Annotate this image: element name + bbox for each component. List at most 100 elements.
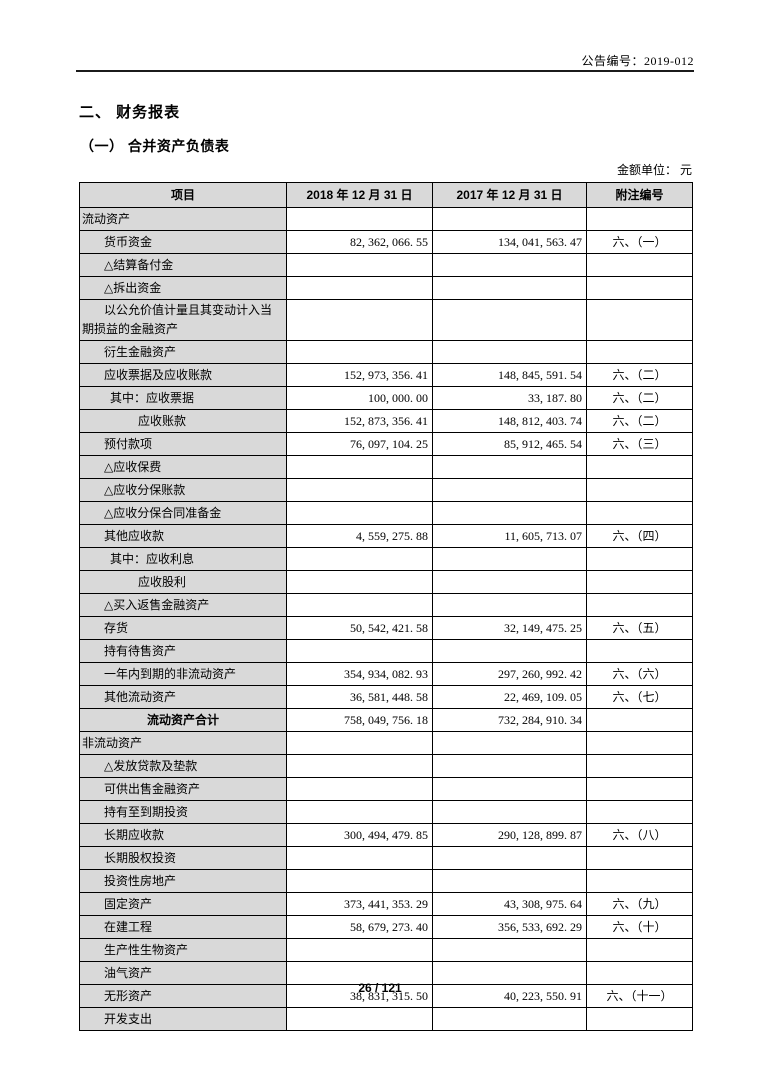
- value-2017-cell: 134, 041, 563. 47: [432, 230, 587, 254]
- table-row: 无形资产 38, 831, 315. 50 40, 223, 550. 91 六、（十…: [79, 984, 693, 1008]
- note-cell: [586, 547, 693, 571]
- value-2018-cell: 152, 973, 356. 41: [286, 363, 433, 387]
- value-2017-cell: [432, 501, 587, 525]
- item-label-cell: 无形资产: [79, 984, 287, 1008]
- note-cell: 六、（三）: [586, 432, 693, 456]
- subsection-title: （一） 合并资产负债表: [80, 138, 230, 154]
- note-cell: [586, 570, 693, 594]
- item-label-cell: △发放贷款及垫款: [79, 754, 287, 778]
- value-2018-cell: [286, 777, 433, 801]
- item-label-cell: 一年内到期的非流动资产: [79, 662, 287, 686]
- value-2017-cell: 148, 812, 403. 74: [432, 409, 587, 433]
- item-label-cell: 持有至到期投资: [79, 800, 287, 824]
- table-row: 可供出售金融资产: [79, 777, 693, 801]
- value-2017-cell: [432, 846, 587, 870]
- section-title: 二、 财务报表: [79, 104, 181, 121]
- value-2018-cell: [286, 800, 433, 824]
- value-2018-cell: [286, 478, 433, 502]
- item-label-cell: △买入返售金融资产: [79, 593, 287, 617]
- value-2018-cell: 50, 542, 421. 58: [286, 616, 433, 640]
- value-2018-cell: 36, 581, 448. 58: [286, 685, 433, 709]
- table-row: 其中：应收票据 100, 000. 00 33, 187. 80 六、（二）: [79, 386, 693, 410]
- note-cell: 六、（二）: [586, 363, 693, 387]
- value-2017-cell: 290, 128, 899. 87: [432, 823, 587, 847]
- note-cell: [586, 869, 693, 893]
- total-row: 流动资产合计 758, 049, 756. 18 732, 284, 910. 34: [79, 708, 693, 732]
- table-row: 油气资产: [79, 961, 693, 985]
- value-2017-cell: 356, 533, 692. 29: [432, 915, 587, 939]
- value-2018-cell: [286, 869, 433, 893]
- value-2018-cell: [286, 731, 433, 755]
- item-label-cell: 持有待售资产: [79, 639, 287, 663]
- note-cell: [586, 731, 693, 755]
- note-cell: [586, 846, 693, 870]
- item-label-cell: △应收保费: [79, 455, 287, 479]
- table-row: 持有待售资产: [79, 639, 693, 663]
- item-label-cell: △应收分保合同准备金: [79, 501, 287, 525]
- table-row: 以公允价值计量且其变动计入当 期损益的金融资产: [79, 299, 693, 341]
- value-2017-cell: [432, 938, 587, 962]
- table-row: △结算备付金: [79, 253, 693, 277]
- note-cell: [586, 253, 693, 277]
- item-label-cell: 存货: [79, 616, 287, 640]
- note-cell: 六、（七）: [586, 685, 693, 709]
- item-label-cell: 在建工程: [79, 915, 287, 939]
- value-2017-cell: [432, 961, 587, 985]
- table-row: 存货 50, 542, 421. 58 32, 149, 475. 25 六、（五）: [79, 616, 693, 640]
- note-cell: [586, 593, 693, 617]
- note-cell: [586, 800, 693, 824]
- announcement-number: 公告编号：2019-012: [581, 54, 694, 68]
- value-2018-cell: [286, 547, 433, 571]
- item-label-cell: 其他应收款: [79, 524, 287, 548]
- item-label-cell: 长期应收款: [79, 823, 287, 847]
- value-2017-cell: [432, 593, 587, 617]
- note-cell: 六、（五）: [586, 616, 693, 640]
- table-row: 持有至到期投资: [79, 800, 693, 824]
- note-cell: 六、（九）: [586, 892, 693, 916]
- value-2017-cell: [432, 570, 587, 594]
- value-2018-cell: [286, 938, 433, 962]
- value-2018-cell: [286, 299, 433, 341]
- note-cell: 六、（六）: [586, 662, 693, 686]
- value-2018-cell: [286, 1007, 433, 1031]
- item-label-cell: 其他流动资产: [79, 685, 287, 709]
- item-label-cell: 流动资产合计: [79, 708, 287, 732]
- item-label-cell: △应收分保账款: [79, 478, 287, 502]
- col-header-item: 项目: [79, 182, 287, 208]
- note-cell: [586, 639, 693, 663]
- note-cell: [586, 708, 693, 732]
- value-2017-cell: 22, 469, 109. 05: [432, 685, 587, 709]
- header-rule: [76, 70, 694, 72]
- value-2017-cell: 85, 912, 465. 54: [432, 432, 587, 456]
- value-2018-cell: 758, 049, 756. 18: [286, 708, 433, 732]
- note-cell: 六、（二）: [586, 386, 693, 410]
- item-label-cell: 衍生金融资产: [79, 340, 287, 364]
- item-label-cell: 应收账款: [79, 409, 287, 433]
- col-header-note: 附注编号: [586, 182, 693, 208]
- item-label-cell: 流动资产: [79, 207, 287, 231]
- table-row: 应收票据及应收账款 152, 973, 356. 41 148, 845, 591.…: [79, 363, 693, 387]
- value-2018-cell: [286, 846, 433, 870]
- table-row: 衍生金融资产: [79, 340, 693, 364]
- item-label-cell: △拆出资金: [79, 276, 287, 300]
- table-row: 其他流动资产 36, 581, 448. 58 22, 469, 109. 05 六、…: [79, 685, 693, 709]
- value-2018-cell: 82, 362, 066. 55: [286, 230, 433, 254]
- value-2018-cell: 373, 441, 353. 29: [286, 892, 433, 916]
- note-cell: [586, 754, 693, 778]
- amount-unit-label: 金额单位： 元: [616, 163, 692, 177]
- item-label-cell: 开发支出: [79, 1007, 287, 1031]
- table-row: 应收股利: [79, 570, 693, 594]
- note-cell: [586, 501, 693, 525]
- note-cell: [586, 455, 693, 479]
- value-2018-cell: 38, 831, 315. 50: [286, 984, 433, 1008]
- item-label-cell: 固定资产: [79, 892, 287, 916]
- note-cell: 六、（四）: [586, 524, 693, 548]
- value-2017-cell: 732, 284, 910. 34: [432, 708, 587, 732]
- col-header-2018: 2018 年 12 月 31 日: [286, 182, 433, 208]
- note-cell: 六、（二）: [586, 409, 693, 433]
- value-2018-cell: [286, 253, 433, 277]
- table-header-row: 项目 2018 年 12 月 31 日 2017 年 12 月 31 日 附注编…: [79, 182, 693, 208]
- value-2017-cell: [432, 253, 587, 277]
- value-2017-cell: [432, 547, 587, 571]
- note-cell: [586, 276, 693, 300]
